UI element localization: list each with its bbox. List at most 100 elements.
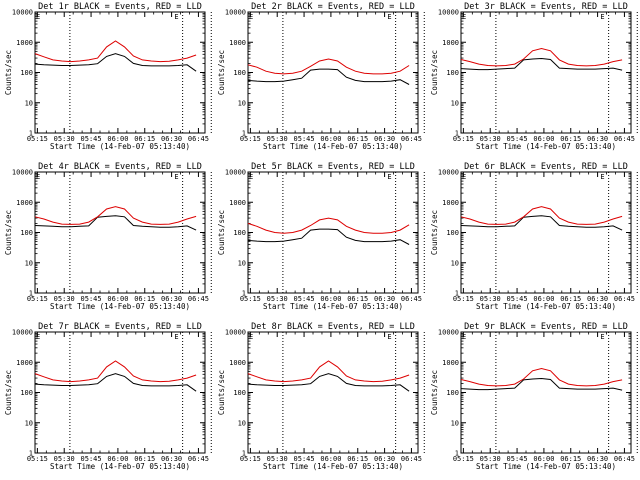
x-tick-label: 05:45 [294,135,315,143]
y-tick-label: 100 [233,229,246,237]
x-tick-label: 05:15 [453,295,474,303]
y-tick-label: 1 [242,290,246,298]
x-tick-label: 05:15 [27,295,48,303]
y-tick-label: 10 [451,99,459,107]
y-tick-label: 100 [20,389,33,397]
x-tick-label: 06:30 [374,295,395,303]
x-axis-label: Start Time (14-Feb-07 05:13:40) [50,462,190,471]
x-tick-label: 06:00 [107,295,128,303]
series-line-lld [460,367,623,387]
y-tick-label: 10000 [225,9,246,17]
y-tick-label: 10 [238,419,246,427]
chart-title: Det 4r BLACK = Events, RED = LLD [38,162,202,172]
y-tick-label: 1000 [16,199,33,207]
x-axis-label: Start Time (14-Feb-07 05:13:40) [50,142,190,151]
series-line-events [34,53,197,72]
corner-mark-left: E [36,173,40,181]
y-tick-label: 1000 [442,39,459,47]
x-tick-label: 06:30 [374,455,395,463]
chart-panel-3: Det 3r BLACK = Events, RED = LLD 1 10 100 10… [426,0,639,160]
x-tick-label: 06:15 [347,455,368,463]
plot-frame [34,11,206,134]
chart-svg: Det 7r BLACK = Events, RED = LLD 1 10 100 10… [4,322,212,471]
x-tick-label: 05:45 [294,295,315,303]
y-tick-label: 1 [455,130,459,138]
x-tick-label: 06:15 [560,295,581,303]
y-axis-label: Counts/sec [217,210,226,255]
x-tick-label: 06:30 [587,455,608,463]
y-axis-label: Counts/sec [430,370,439,415]
y-tick-label: 1 [242,130,246,138]
y-tick-label: 100 [446,389,459,397]
x-tick-label: 05:30 [480,135,501,143]
y-tick-label: 1 [455,290,459,298]
y-tick-label: 1000 [16,359,33,367]
x-tick-label: 06:15 [347,295,368,303]
corner-mark-left: E [249,173,253,181]
y-axis-label: Counts/sec [4,50,13,95]
corner-mark-right: E [600,13,604,21]
series-line-lld [247,360,410,383]
chart-svg: Det 8r BLACK = Events, RED = LLD 1 10 100 10… [217,322,425,471]
y-tick-label: 1 [29,130,33,138]
x-tick-label: 05:30 [480,295,501,303]
corner-mark-left: E [462,13,466,21]
corner-mark-right: E [174,173,178,181]
chart-panel-8: Det 8r BLACK = Events, RED = LLD 1 10 100 10… [213,320,426,480]
x-tick-label: 05:30 [54,295,75,303]
x-tick-label: 06:00 [533,455,554,463]
x-tick-label: 05:15 [240,135,261,143]
x-tick-label: 05:45 [294,455,315,463]
chart-panel-6: Det 6r BLACK = Events, RED = LLD 1 10 100 10… [426,160,639,320]
x-tick-label: 05:30 [54,455,75,463]
x-tick-label: 06:00 [320,295,341,303]
y-tick-label: 10 [25,259,33,267]
x-tick-label: 05:45 [81,135,102,143]
x-tick-label: 06:30 [161,295,182,303]
chart-panel-5: Det 5r BLACK = Events, RED = LLD 1 10 100 10… [213,160,426,320]
corner-mark-left: E [36,13,40,21]
x-tick-label: 05:30 [267,295,288,303]
x-tick-label: 06:00 [320,135,341,143]
y-axis-label: Counts/sec [430,210,439,255]
corner-mark-right: E [387,173,391,181]
x-tick-label: 05:15 [240,295,261,303]
series-line-lld [34,206,197,225]
x-tick-label: 05:45 [507,295,528,303]
x-tick-label: 05:15 [453,455,474,463]
series-line-events [460,57,623,71]
x-axis-label: Start Time (14-Feb-07 05:13:40) [263,302,403,311]
x-tick-label: 06:00 [107,455,128,463]
x-tick-label: 05:45 [507,135,528,143]
y-tick-label: 10 [238,99,246,107]
x-tick-label: 05:15 [453,135,474,143]
y-tick-label: 10 [451,419,459,427]
corner-mark-left: E [36,333,40,341]
series-line-lld [460,47,623,67]
series-line-events [247,228,410,245]
x-axis-label: Start Time (14-Feb-07 05:13:40) [476,302,616,311]
series-line-events [247,68,410,85]
y-tick-label: 10 [238,259,246,267]
series-line-events [460,377,623,391]
x-tick-label: 06:45 [614,135,635,143]
x-tick-label: 06:30 [161,455,182,463]
x-tick-label: 06:45 [401,455,422,463]
x-tick-label: 06:15 [134,135,155,143]
x-tick-label: 06:45 [614,455,635,463]
y-tick-label: 1000 [16,39,33,47]
x-tick-label: 06:30 [587,295,608,303]
y-tick-label: 1000 [442,199,459,207]
corner-mark-right: E [600,173,604,181]
x-tick-label: 06:30 [161,135,182,143]
x-axis-label: Start Time (14-Feb-07 05:13:40) [476,462,616,471]
y-tick-label: 100 [233,69,246,77]
x-tick-label: 05:45 [507,455,528,463]
y-tick-label: 1000 [229,199,246,207]
x-tick-label: 06:45 [614,295,635,303]
x-tick-label: 06:45 [188,295,209,303]
chart-title: Det 7r BLACK = Events, RED = LLD [38,322,202,332]
x-axis-label: Start Time (14-Feb-07 05:13:40) [263,142,403,151]
x-tick-label: 05:30 [54,135,75,143]
y-tick-label: 1000 [229,359,246,367]
